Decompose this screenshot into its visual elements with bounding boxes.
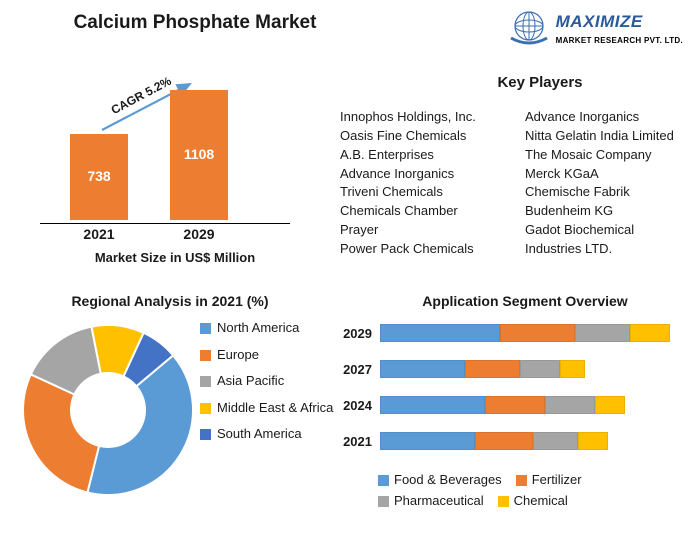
stacked-segment [380, 432, 475, 450]
application-legend: Food & Beverages Fertilizer Pharmaceutical… [378, 472, 695, 514]
bar-2021: 738 [70, 134, 128, 220]
bar-x-label: 2029 [170, 226, 228, 242]
legend-label: South America [217, 426, 302, 441]
stacked-segment [560, 360, 585, 378]
bar-area: CAGR 5.2% 738202111082029 [40, 70, 290, 220]
stacked-bar [380, 360, 585, 378]
stacked-segment [575, 324, 630, 342]
stacked-y-label: 2027 [335, 362, 380, 377]
bar-x-label: 2021 [70, 226, 128, 242]
key-player-item: Triveni Chemicals [340, 183, 520, 202]
stacked-segment [380, 324, 500, 342]
stacked-y-label: 2021 [335, 434, 380, 449]
legend-item: Asia Pacific [200, 373, 333, 389]
app-legend-item: Fertilizer [516, 472, 582, 487]
key-players-col2: Advance InorganicsNitta Gelatin India Li… [525, 108, 685, 259]
stacked-bar [380, 396, 625, 414]
regional-legend: North America Europe Asia Pacific Middle Ea… [200, 320, 333, 453]
regional-heading: Regional Analysis in 2021 (%) [20, 293, 320, 309]
app-legend-item: Pharmaceutical [378, 493, 484, 508]
stacked-bar [380, 324, 670, 342]
stacked-y-label: 2024 [335, 398, 380, 413]
market-size-bar-chart: CAGR 5.2% 738202111082029 Market Size in… [40, 70, 290, 270]
key-player-item: The Mosaic Company [525, 146, 685, 165]
stacked-row: 2027 [335, 358, 685, 380]
application-heading: Application Segment Overview [370, 293, 680, 309]
regional-donut-chart [18, 320, 198, 505]
legend-item: Europe [200, 347, 333, 363]
stacked-segment [465, 360, 520, 378]
stacked-row: 2021 [335, 430, 685, 452]
infographic-root: Calcium Phosphate Market MAXIMIZE MARKET… [0, 0, 695, 545]
stacked-row: 2029 [335, 322, 685, 344]
bar-value: 738 [70, 168, 128, 184]
logo-line1: MAXIMIZE [556, 12, 643, 31]
stacked-segment [380, 360, 465, 378]
app-legend-label: Fertilizer [532, 472, 582, 487]
stacked-segment [533, 432, 578, 450]
key-player-item: Merck KGaA [525, 165, 685, 184]
legend-item: North America [200, 320, 333, 336]
key-player-item: Innophos Holdings, Inc. [340, 108, 520, 127]
stacked-segment [545, 396, 595, 414]
stacked-segment [578, 432, 608, 450]
app-legend-item: Food & Beverages [378, 472, 502, 487]
page-title: Calcium Phosphate Market [0, 12, 390, 34]
legend-label: Europe [217, 347, 259, 362]
app-legend-item: Chemical [498, 493, 568, 508]
legend-label: Asia Pacific [217, 373, 284, 388]
globe-icon [507, 8, 551, 52]
legend-item: South America [200, 426, 333, 442]
stacked-segment [475, 432, 533, 450]
key-player-item: Advance Inorganics [340, 165, 520, 184]
app-legend-label: Pharmaceutical [394, 493, 484, 508]
legend-label: Middle East & Africa [217, 400, 333, 415]
stacked-segment [520, 360, 560, 378]
key-players-col1: Innophos Holdings, Inc.Oasis Fine Chemic… [340, 108, 520, 259]
bar-2029: 1108 [170, 90, 228, 220]
key-player-item: Prayer [340, 221, 520, 240]
stacked-segment [630, 324, 670, 342]
logo-line2: MARKET RESEARCH PVT. LTD. [556, 36, 683, 45]
bar-axis [40, 223, 290, 224]
key-player-item: A.B. Enterprises [340, 146, 520, 165]
market-size-caption: Market Size in US$ Million [40, 250, 310, 265]
key-player-item: Power Pack Chemicals [340, 240, 520, 259]
stacked-bar [380, 432, 608, 450]
stacked-segment [595, 396, 625, 414]
key-player-item: Advance Inorganics [525, 108, 685, 127]
key-player-item: Gadot Biochemical Industries LTD. [525, 221, 685, 259]
stacked-segment [485, 396, 545, 414]
stacked-row: 2024 [335, 394, 685, 416]
bar-value: 1108 [170, 146, 228, 162]
stacked-segment [380, 396, 485, 414]
legend-item: Middle East & Africa [200, 400, 333, 416]
key-player-item: Chemische Fabrik Budenheim KG [525, 183, 685, 221]
application-stacked-chart: 2029 2027 2024 2021 [335, 322, 685, 466]
key-player-item: Oasis Fine Chemicals [340, 127, 520, 146]
key-players-heading: Key Players [395, 74, 685, 91]
app-legend-label: Food & Beverages [394, 472, 502, 487]
stacked-segment [500, 324, 575, 342]
app-legend-label: Chemical [514, 493, 568, 508]
stacked-y-label: 2029 [335, 326, 380, 341]
company-logo: MAXIMIZE MARKET RESEARCH PVT. LTD. [507, 8, 683, 52]
legend-label: North America [217, 320, 299, 335]
key-player-item: Nitta Gelatin India Limited [525, 127, 685, 146]
key-player-item: Chemicals Chamber [340, 202, 520, 221]
